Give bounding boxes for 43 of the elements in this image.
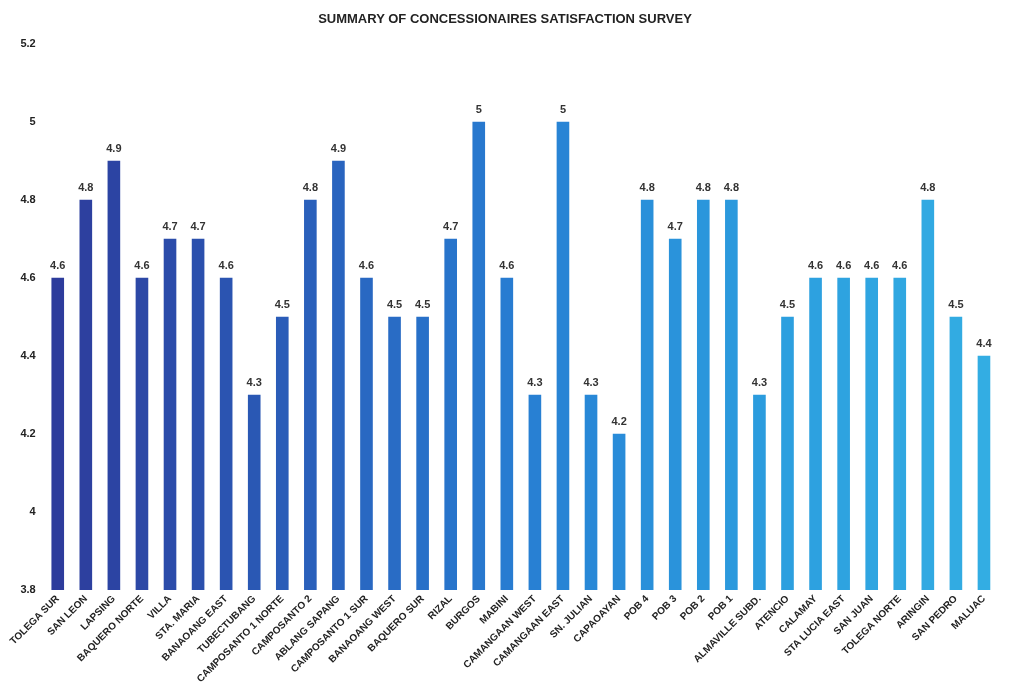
- data-label: 4.6: [50, 259, 66, 272]
- data-label: 4.7: [667, 220, 683, 233]
- data-label: 4.5: [414, 298, 431, 311]
- data-label: 4.8: [723, 181, 740, 194]
- chart-title: SUMMARY OF CONCESSIONAIRES SATISFACTION SURVEY: [318, 11, 693, 27]
- data-label: 4.6: [835, 259, 852, 272]
- data-label: 4.6: [892, 259, 908, 272]
- data-label: 4.9: [106, 142, 122, 155]
- data-label: 5: [475, 103, 482, 116]
- data-label: 4.6: [218, 259, 234, 272]
- y-tick-label: 4.4: [20, 348, 37, 361]
- data-label: 4.6: [134, 259, 150, 272]
- data-label: 4.3: [246, 376, 262, 389]
- data-label: 4.6: [807, 259, 824, 272]
- data-label: 4.7: [443, 220, 459, 233]
- data-label: 4.5: [779, 298, 796, 311]
- data-label: 4.6: [864, 259, 880, 272]
- data-label: 4.8: [302, 181, 318, 194]
- data-label: 4.2: [611, 415, 627, 428]
- data-label: 4.3: [583, 376, 599, 389]
- data-label: 4.7: [190, 220, 206, 233]
- data-label: 4.8: [78, 181, 94, 194]
- y-tick-label: 4: [29, 504, 37, 517]
- data-label: 4.8: [920, 181, 936, 194]
- data-label: 4.5: [274, 298, 290, 311]
- y-tick-label: 5.2: [20, 36, 36, 49]
- y-tick-label: 3.8: [20, 582, 36, 595]
- data-label: 4.5: [386, 298, 403, 311]
- data-label: 4.8: [695, 181, 711, 194]
- data-label: 4.8: [639, 181, 655, 194]
- data-label: 5: [559, 103, 567, 116]
- data-label: 4.6: [499, 259, 515, 272]
- data-label: 4.7: [162, 220, 178, 233]
- y-tick-label: 4.6: [20, 270, 36, 283]
- data-label: 4.3: [751, 376, 768, 389]
- data-label: 4.4: [976, 337, 993, 350]
- y-tick-label: 5: [29, 114, 36, 127]
- data-label: 4.9: [330, 142, 347, 155]
- y-tick-label: 4.8: [20, 192, 36, 205]
- data-label: 4.6: [358, 259, 375, 272]
- y-tick-label: 4.2: [20, 426, 36, 439]
- data-label: 4.3: [527, 376, 543, 389]
- data-label: 4.5: [948, 298, 964, 311]
